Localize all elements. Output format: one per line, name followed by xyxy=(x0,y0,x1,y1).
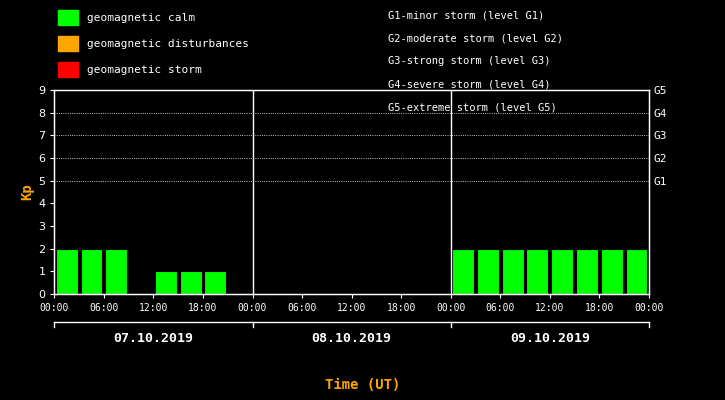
Text: geomagnetic disturbances: geomagnetic disturbances xyxy=(87,39,249,49)
Bar xyxy=(452,249,474,294)
Bar xyxy=(204,271,226,294)
Bar xyxy=(180,271,202,294)
Text: G2-moderate storm (level G2): G2-moderate storm (level G2) xyxy=(388,33,563,43)
Bar xyxy=(105,249,128,294)
Bar xyxy=(551,249,573,294)
Bar xyxy=(155,271,177,294)
Bar xyxy=(576,249,598,294)
Text: G4-severe storm (level G4): G4-severe storm (level G4) xyxy=(388,80,550,90)
Bar xyxy=(502,249,523,294)
Text: geomagnetic calm: geomagnetic calm xyxy=(87,13,195,22)
Text: G3-strong storm (level G3): G3-strong storm (level G3) xyxy=(388,56,550,66)
Text: 08.10.2019: 08.10.2019 xyxy=(312,332,392,344)
Bar xyxy=(601,249,623,294)
Text: 09.10.2019: 09.10.2019 xyxy=(510,332,590,344)
Text: G5-extreme storm (level G5): G5-extreme storm (level G5) xyxy=(388,103,557,113)
Bar xyxy=(626,249,647,294)
Text: G1-minor storm (level G1): G1-minor storm (level G1) xyxy=(388,10,544,20)
Text: 07.10.2019: 07.10.2019 xyxy=(113,332,194,344)
Bar xyxy=(477,249,499,294)
Bar xyxy=(526,249,548,294)
Y-axis label: Kp: Kp xyxy=(20,184,34,200)
Text: geomagnetic storm: geomagnetic storm xyxy=(87,65,202,74)
Bar xyxy=(56,249,78,294)
Text: Time (UT): Time (UT) xyxy=(325,378,400,392)
Bar xyxy=(80,249,102,294)
